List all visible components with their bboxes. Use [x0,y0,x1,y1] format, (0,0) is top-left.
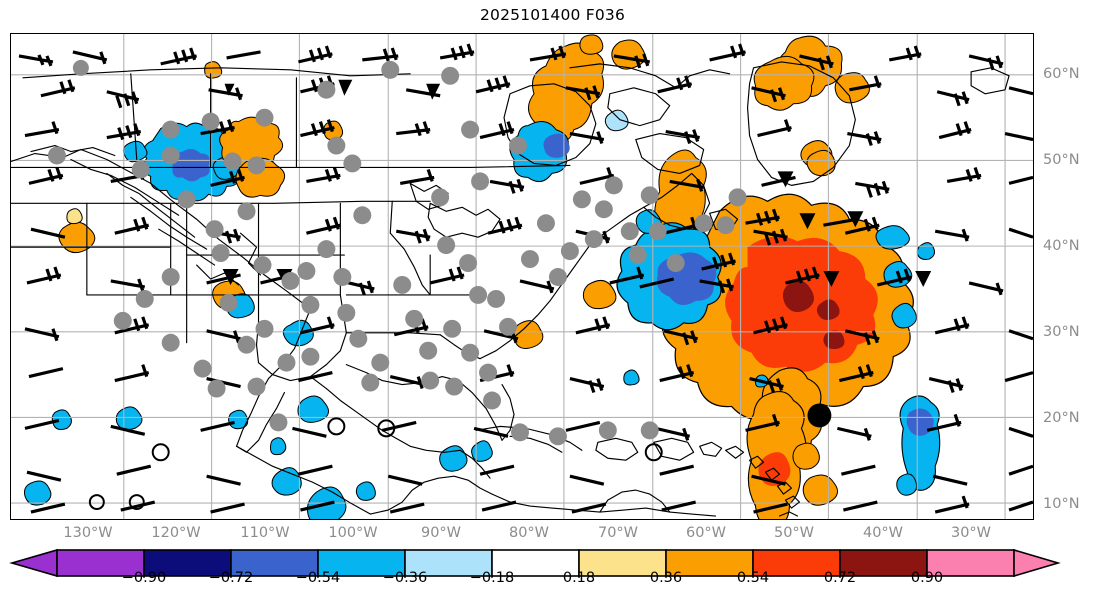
lon-tick-70w: 70°W [597,525,639,541]
colorbar-tick-0.72: 0.72 [823,570,857,586]
lon-tick-100w: 100°W [328,525,378,541]
lat-tick-50n: 50°N [1043,152,1080,168]
lon-tick-30w: 30°W [950,525,992,541]
colorbar-over-arrow [1013,548,1061,578]
lat-tick-40n: 40°N [1043,238,1080,254]
colorbar-tick-0.18: 0.18 [562,570,596,586]
lat-tick-60n: 60°N [1043,66,1080,82]
lat-tick-10n: 10°N [1043,496,1080,512]
lon-tick-120w: 120°W [151,525,201,541]
graticule-layer [11,34,1033,519]
colorbar-tick-0.90: 0.90 [910,570,944,586]
lat-tick-20n: 20°N [1043,410,1080,426]
colorbar-under-arrow [9,548,58,578]
lon-tick-40w: 40°W [862,525,904,541]
cyclone-center-marker [807,403,832,428]
colorbar-tick-0.54: 0.54 [736,570,770,586]
lon-tick-90w: 90°W [420,525,462,541]
lon-tick-60w: 60°W [685,525,727,541]
map-canvas [11,34,1033,519]
lon-tick-110w: 110°W [240,525,290,541]
colorbar-tick--0.18: −0.18 [469,570,515,586]
lat-tick-30n: 30°N [1043,324,1080,340]
lon-tick-50w: 50°W [773,525,815,541]
colorbar-tick-0.36: 0.36 [649,570,683,586]
lon-tick-130w: 130°W [63,525,113,541]
colorbar-tick--0.90: −0.90 [121,570,167,586]
colorbar[interactable]: −0.90 −0.72 −0.54 −0.36 −0.18 0.18 0.36 … [0,548,1105,610]
colorbar-tick--0.54: −0.54 [295,570,341,586]
colorbar-tick--0.36: −0.36 [382,570,428,586]
station-marker-open-layer [88,417,663,511]
station-marker-layer [47,59,747,446]
map-panel[interactable] [10,33,1034,520]
lon-tick-80w: 80°W [508,525,550,541]
colorbar-swatches [9,548,1061,578]
page-title: 2025101400 F036 [479,6,626,24]
colorbar-tick--0.72: −0.72 [208,570,254,586]
